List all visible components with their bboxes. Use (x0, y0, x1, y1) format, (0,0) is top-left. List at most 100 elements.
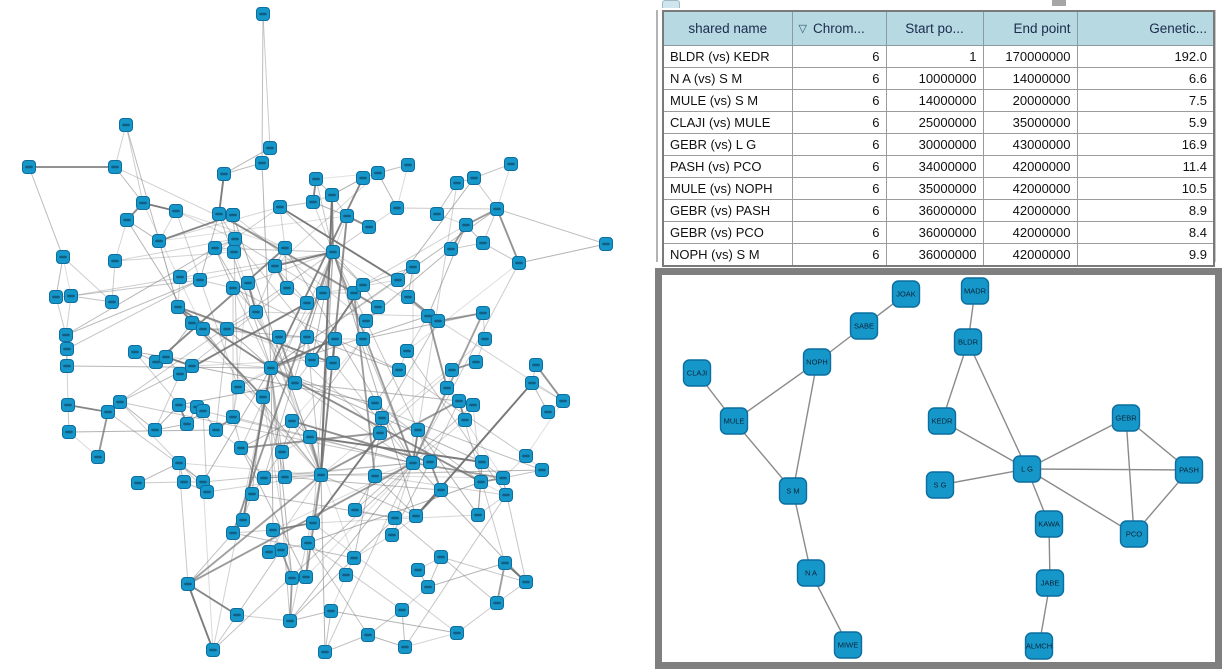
hairball-node[interactable] (212, 207, 226, 221)
scrollbar-fragment[interactable] (1052, 0, 1066, 6)
hairball-node[interactable] (217, 167, 231, 181)
hairball-node[interactable] (318, 645, 332, 659)
hairball-node[interactable] (249, 305, 263, 319)
hairball-node[interactable] (375, 411, 389, 425)
hairball-node[interactable] (356, 171, 370, 185)
column-header-2[interactable]: Start po... (885, 10, 984, 46)
hairball-node[interactable] (359, 314, 373, 328)
hairball-node[interactable] (423, 455, 437, 469)
hairball-node[interactable] (356, 278, 370, 292)
hairball-node[interactable] (519, 575, 533, 589)
hairball-node[interactable] (406, 260, 420, 274)
table-row[interactable]: PASH (vs) PCO 6 34000000 42000000 11.4 (662, 155, 1215, 178)
hairball-node[interactable] (64, 289, 78, 303)
hairball-node[interactable] (347, 551, 361, 565)
hairball-node[interactable] (525, 376, 539, 390)
hairball-node[interactable] (499, 488, 513, 502)
table-row[interactable]: CLAJI (vs) MULE 6 25000000 35000000 5.9 (662, 111, 1215, 134)
hairball-node[interactable] (226, 526, 240, 540)
hairball-node[interactable] (535, 463, 549, 477)
hairball-node[interactable] (177, 475, 191, 489)
hairball-node[interactable] (324, 604, 338, 618)
graph-node-ALMCH[interactable]: ALMCH (1024, 632, 1054, 660)
table-row[interactable]: GEBR (vs) L G 6 30000000 43000000 16.9 (662, 133, 1215, 156)
hairball-node[interactable] (169, 204, 183, 218)
table-row[interactable]: MULE (vs) NOPH 6 35000000 42000000 10.5 (662, 177, 1215, 200)
hairball-node[interactable] (181, 577, 195, 591)
graph-node-BLDR[interactable]: BLDR (953, 328, 983, 356)
hairball-node[interactable] (450, 176, 464, 190)
hairball-node[interactable] (490, 202, 504, 216)
hairball-node[interactable] (288, 376, 302, 390)
hairball-node[interactable] (60, 342, 74, 356)
hairball-node[interactable] (373, 426, 387, 440)
hairball-node[interactable] (152, 234, 166, 248)
hairball-node[interactable] (285, 571, 299, 585)
hairball-node[interactable] (56, 250, 70, 264)
column-header-4[interactable]: Genetic... (1076, 10, 1215, 46)
hairball-node[interactable] (172, 398, 186, 412)
hairball-node[interactable] (411, 563, 425, 577)
hairball-node[interactable] (226, 281, 240, 295)
hairball-node[interactable] (272, 330, 286, 344)
hairball-node[interactable] (236, 513, 250, 527)
table-row[interactable]: N A (vs) S M 6 10000000 14000000 6.6 (662, 67, 1215, 90)
hairball-node[interactable] (371, 300, 385, 314)
hairball-node[interactable] (62, 425, 76, 439)
hairball-node[interactable] (49, 290, 63, 304)
hairball-node[interactable] (306, 195, 320, 209)
filter-icon[interactable]: ▽ (798, 23, 807, 35)
hairball-node[interactable] (108, 254, 122, 268)
graph-node-PCO[interactable]: PCO (1119, 520, 1149, 548)
graph-node-PASH[interactable]: PASH (1174, 456, 1204, 484)
hairball-node[interactable] (467, 171, 481, 185)
hairball-node[interactable] (339, 568, 353, 582)
hairball-node[interactable] (228, 232, 242, 246)
graph-edge-S G-L G[interactable] (939, 468, 1028, 486)
hairball-node[interactable] (390, 201, 404, 215)
filtered-network-canvas[interactable]: JOAK SABE NOPH CLAJI MULE S M N A MIWE MADR BLDR K… (662, 275, 1215, 662)
table-row[interactable]: MULE (vs) S M 6 14000000 20000000 7.5 (662, 89, 1215, 112)
hairball-node[interactable] (280, 281, 294, 295)
graph-node-N A[interactable]: N A (796, 559, 826, 587)
hairball-node[interactable] (348, 503, 362, 517)
hairball-node[interactable] (466, 398, 480, 412)
hairball-node[interactable] (309, 172, 323, 186)
hairball-node[interactable] (136, 196, 150, 210)
hairball-node[interactable] (326, 245, 340, 259)
graph-node-MULE[interactable]: MULE (719, 407, 749, 435)
hairball-node[interactable] (220, 322, 234, 336)
hairball-node[interactable] (119, 118, 133, 132)
graph-edge-L G-PCO[interactable] (1026, 468, 1135, 535)
graph-edge-KEDR-L G[interactable] (941, 420, 1028, 470)
hairball-node[interactable] (368, 469, 382, 483)
hairball-node[interactable] (395, 603, 409, 617)
hairball-node[interactable] (300, 296, 314, 310)
hairball-node[interactable] (444, 242, 458, 256)
hairball-node[interactable] (471, 508, 485, 522)
column-header-0[interactable]: shared name (662, 10, 793, 46)
hairball-node[interactable] (257, 471, 271, 485)
hairball-network-canvas[interactable] (0, 0, 655, 669)
hairball-node[interactable] (173, 270, 187, 284)
table-row[interactable]: NOPH (vs) S M 6 36000000 42000000 9.9 (662, 243, 1215, 267)
hairball-node[interactable] (230, 608, 244, 622)
hairball-node[interactable] (409, 509, 423, 523)
graph-node-KAWA[interactable]: KAWA (1034, 510, 1064, 538)
hairball-node[interactable] (268, 259, 282, 273)
hairball-node[interactable] (328, 332, 342, 346)
hairball-node[interactable] (431, 314, 445, 328)
hairball-node[interactable] (283, 614, 297, 628)
hairball-node[interactable] (478, 332, 492, 346)
graph-edge-NOPH-MULE[interactable] (733, 361, 818, 422)
hairball-node[interactable] (172, 456, 186, 470)
hairball-node[interactable] (512, 256, 526, 270)
hairball-node[interactable] (556, 394, 570, 408)
graph-node-MADR[interactable]: MADR (960, 277, 990, 305)
hairball-node[interactable] (263, 141, 277, 155)
hairball-node[interactable] (262, 545, 276, 559)
hairball-node[interactable] (371, 166, 385, 180)
hairball-node[interactable] (362, 220, 376, 234)
hairball-node[interactable] (226, 410, 240, 424)
hairball-node[interactable] (108, 160, 122, 174)
